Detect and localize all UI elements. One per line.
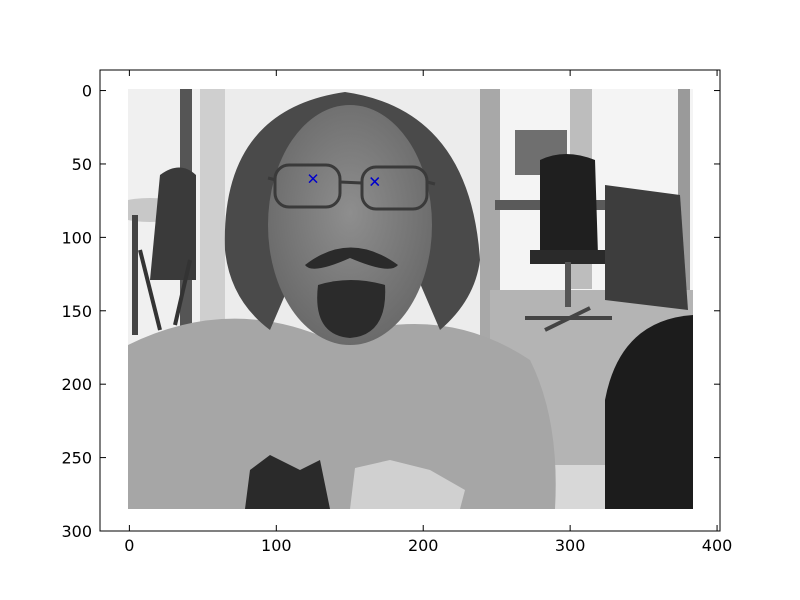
photo-image: [128, 89, 693, 509]
data-point-marker: [308, 174, 318, 184]
marker-layer: [308, 174, 380, 187]
y-tick-label: 200: [61, 375, 92, 394]
tick-layer: 0 100 200 300 400 0 50 100 150 200 250 300: [61, 70, 732, 555]
data-point-marker: [370, 177, 380, 187]
x-tick-label: 200: [408, 536, 439, 555]
x-tick-label: 100: [261, 536, 292, 555]
marker-stroke: [370, 177, 380, 187]
axes-frame: [99, 69, 721, 532]
x-tick-label: 400: [702, 536, 733, 555]
y-tick-label: 0: [82, 82, 92, 101]
y-tick-label: 100: [61, 228, 92, 247]
y-tick-label: 50: [72, 155, 92, 174]
y-tick-label: 150: [61, 302, 92, 321]
marker-stroke: [308, 174, 318, 184]
x-tick-label: 0: [124, 536, 134, 555]
y-tick-label: 300: [61, 522, 92, 541]
x-tick-label: 300: [555, 536, 586, 555]
y-tick-label: 250: [61, 449, 92, 468]
